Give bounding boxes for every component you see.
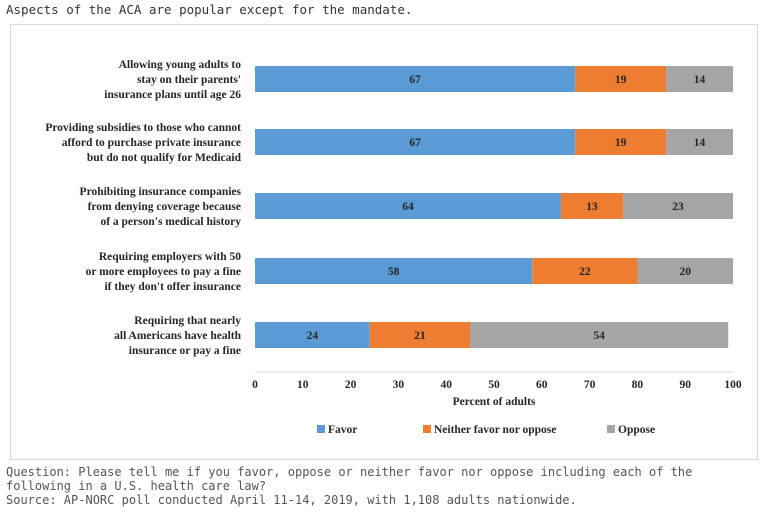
data-label: 13 bbox=[586, 201, 598, 213]
x-tick-label: 30 bbox=[393, 379, 405, 391]
bar-neither-favor-nor-oppose bbox=[575, 66, 667, 92]
chart-headline: Aspects of the ACA are popular except fo… bbox=[6, 2, 413, 17]
chart-frame: Allowing young adults to stay on their pa… bbox=[10, 24, 758, 460]
x-tick-label: 40 bbox=[440, 379, 452, 391]
category-label-line: if they don't offer insurance bbox=[104, 281, 241, 293]
category-label-line: or more employees to pay a fine bbox=[86, 266, 241, 278]
category-label: Requiring employers with 50 or more emplo… bbox=[86, 251, 242, 293]
x-axis-title: Percent of adults bbox=[453, 396, 536, 408]
data-label: 58 bbox=[388, 266, 400, 278]
bar-neither-favor-nor-oppose bbox=[532, 258, 638, 284]
category-label-line: from denying coverage because bbox=[88, 201, 241, 213]
bar-favor bbox=[255, 66, 576, 92]
legend-label: Oppose bbox=[618, 424, 655, 436]
category-label-line: Prohibiting insurance companies bbox=[80, 186, 242, 198]
x-tick-label: 10 bbox=[297, 379, 309, 391]
x-tick-label: 50 bbox=[488, 379, 500, 391]
bar-oppose bbox=[666, 66, 733, 92]
bar-favor bbox=[255, 322, 370, 348]
bar-neither-favor-nor-oppose bbox=[560, 193, 624, 219]
bar-oppose bbox=[666, 129, 733, 155]
category-label-line: Requiring that nearly bbox=[134, 315, 241, 327]
bar-neither-favor-nor-oppose bbox=[575, 129, 667, 155]
bar-favor bbox=[255, 193, 561, 219]
category-label-line: stay on their parents' bbox=[137, 74, 241, 86]
category-label-line: Providing subsidies to those who cannot bbox=[45, 122, 241, 134]
x-tick-label: 20 bbox=[345, 379, 357, 391]
x-tick-label: 80 bbox=[632, 379, 644, 391]
data-label: 14 bbox=[694, 74, 706, 86]
data-label: 19 bbox=[615, 137, 627, 149]
category-label-line: Allowing young adults to bbox=[119, 59, 242, 71]
bar-favor bbox=[255, 129, 576, 155]
category-label: Prohibiting insurance companies from deny… bbox=[80, 186, 242, 228]
data-label: 64 bbox=[402, 201, 414, 213]
category-label-line: but do not qualify for Medicaid bbox=[87, 152, 242, 164]
category-label-line: all Americans have health bbox=[114, 330, 241, 342]
category-label: Providing subsidies to those who cannot a… bbox=[45, 122, 241, 164]
category-label-line: afford to purchase private insurance bbox=[62, 137, 241, 149]
data-label: 24 bbox=[307, 330, 319, 342]
bar-oppose bbox=[623, 193, 733, 219]
category-label-line: insurance plans until age 26 bbox=[104, 89, 241, 101]
bar-oppose bbox=[637, 258, 733, 284]
data-label: 23 bbox=[672, 201, 684, 213]
bar-oppose bbox=[470, 322, 729, 348]
legend-swatch bbox=[423, 425, 431, 433]
category-label-line: of a person's medical history bbox=[100, 216, 241, 228]
category-label: Allowing young adults to stay on their pa… bbox=[104, 59, 241, 101]
data-label: 22 bbox=[579, 266, 591, 278]
stacked-bar-chart: Allowing young adults to stay on their pa… bbox=[45, 59, 742, 436]
bar-neither-favor-nor-oppose bbox=[369, 322, 471, 348]
data-label: 54 bbox=[593, 330, 605, 342]
x-tick-label: 0 bbox=[252, 379, 258, 391]
x-tick-label: 90 bbox=[679, 379, 691, 391]
data-label: 21 bbox=[414, 330, 426, 342]
legend-swatch bbox=[317, 425, 325, 433]
legend-label: Favor bbox=[328, 424, 357, 436]
data-label: 19 bbox=[615, 74, 627, 86]
data-label: 20 bbox=[679, 266, 691, 278]
category-label-line: insurance or pay a fine bbox=[129, 345, 241, 357]
x-tick-label: 60 bbox=[536, 379, 548, 391]
x-tick-label: 70 bbox=[584, 379, 596, 391]
data-label: 14 bbox=[694, 137, 706, 149]
category-label-line: Requiring employers with 50 bbox=[99, 251, 241, 263]
category-label: Requiring that nearly all Americans have … bbox=[114, 315, 241, 357]
source-note: Source: AP-NORC poll conducted April 11-… bbox=[6, 493, 577, 507]
data-label: 67 bbox=[409, 137, 421, 149]
question-line-1: Question: Please tell me if you favor, o… bbox=[6, 465, 693, 479]
legend-swatch bbox=[607, 425, 615, 433]
chart-footer: Question: Please tell me if you favor, o… bbox=[6, 465, 762, 507]
question-line-2: following in a U.S. health care law? bbox=[6, 479, 267, 493]
legend-label: Neither favor nor oppose bbox=[434, 424, 556, 436]
bar-favor bbox=[255, 258, 533, 284]
x-tick-label: 100 bbox=[724, 379, 742, 391]
data-label: 67 bbox=[409, 74, 421, 86]
